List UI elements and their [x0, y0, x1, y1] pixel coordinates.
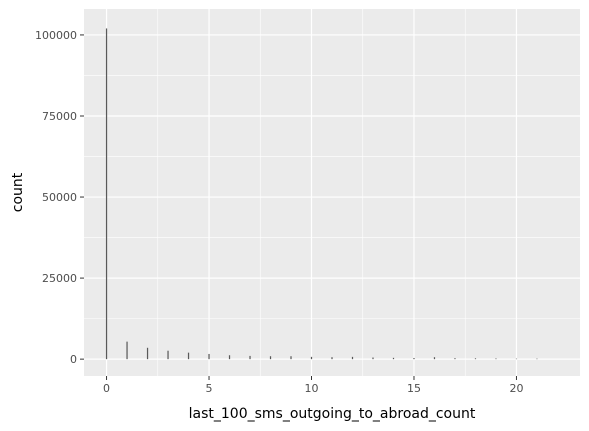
bar	[167, 351, 168, 359]
y-tick-label: 50000	[42, 191, 77, 204]
bar	[372, 358, 373, 360]
x-axis: 0 5 10 15 20	[103, 376, 523, 395]
y-axis: 0 25000 50000 75000 100000	[35, 29, 84, 366]
bar	[188, 353, 189, 359]
bar	[352, 357, 353, 359]
x-axis-title: last_100_sms_outgoing_to_abroad_count	[189, 406, 476, 422]
bar	[208, 354, 209, 359]
bar	[126, 342, 127, 360]
y-tick-label: 0	[70, 353, 77, 366]
bar	[311, 357, 312, 359]
bar	[413, 358, 414, 359]
bar	[495, 358, 496, 359]
x-tick-label: 0	[103, 382, 110, 395]
x-tick-label: 5	[206, 382, 213, 395]
bar	[290, 356, 291, 359]
bar	[516, 359, 517, 360]
y-tick-label: 25000	[42, 272, 77, 285]
bar	[393, 358, 394, 359]
x-tick-label: 10	[305, 382, 319, 395]
bar	[270, 356, 271, 359]
x-tick-label: 15	[407, 382, 421, 395]
bar	[229, 355, 230, 359]
y-tick-label: 100000	[35, 29, 77, 42]
bar	[475, 358, 476, 359]
y-axis-title: count	[10, 172, 26, 212]
plot-panel	[84, 9, 580, 376]
bar	[249, 356, 250, 359]
bar	[106, 28, 107, 359]
bar	[536, 359, 537, 360]
bar	[331, 357, 332, 359]
bar	[454, 358, 455, 359]
y-tick-label: 75000	[42, 110, 77, 123]
bar	[434, 357, 435, 359]
bar	[147, 348, 148, 359]
x-tick-label: 20	[509, 382, 523, 395]
